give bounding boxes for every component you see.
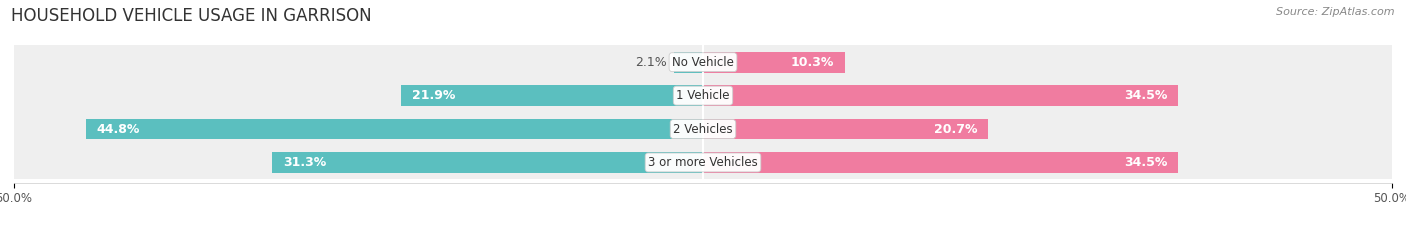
Text: 34.5%: 34.5% <box>1123 156 1167 169</box>
Text: No Vehicle: No Vehicle <box>672 56 734 69</box>
Bar <box>86 119 703 139</box>
Bar <box>703 52 845 73</box>
Text: 2 Vehicles: 2 Vehicles <box>673 123 733 135</box>
Text: 3 or more Vehicles: 3 or more Vehicles <box>648 156 758 169</box>
Bar <box>14 45 1392 79</box>
Text: HOUSEHOLD VEHICLE USAGE IN GARRISON: HOUSEHOLD VEHICLE USAGE IN GARRISON <box>11 7 371 25</box>
Bar <box>703 119 988 139</box>
Text: 2.1%: 2.1% <box>636 56 668 69</box>
Text: 31.3%: 31.3% <box>283 156 326 169</box>
Text: 44.8%: 44.8% <box>97 123 141 135</box>
Bar <box>14 112 1392 146</box>
Text: Source: ZipAtlas.com: Source: ZipAtlas.com <box>1277 7 1395 17</box>
Text: 10.3%: 10.3% <box>790 56 834 69</box>
Bar <box>401 85 703 106</box>
Bar <box>703 152 1178 173</box>
Bar <box>673 52 703 73</box>
Text: 21.9%: 21.9% <box>412 89 456 102</box>
Text: 20.7%: 20.7% <box>934 123 977 135</box>
Bar <box>271 152 703 173</box>
Bar <box>14 79 1392 112</box>
Text: 34.5%: 34.5% <box>1123 89 1167 102</box>
Text: 1 Vehicle: 1 Vehicle <box>676 89 730 102</box>
Bar <box>703 85 1178 106</box>
Bar <box>14 146 1392 179</box>
